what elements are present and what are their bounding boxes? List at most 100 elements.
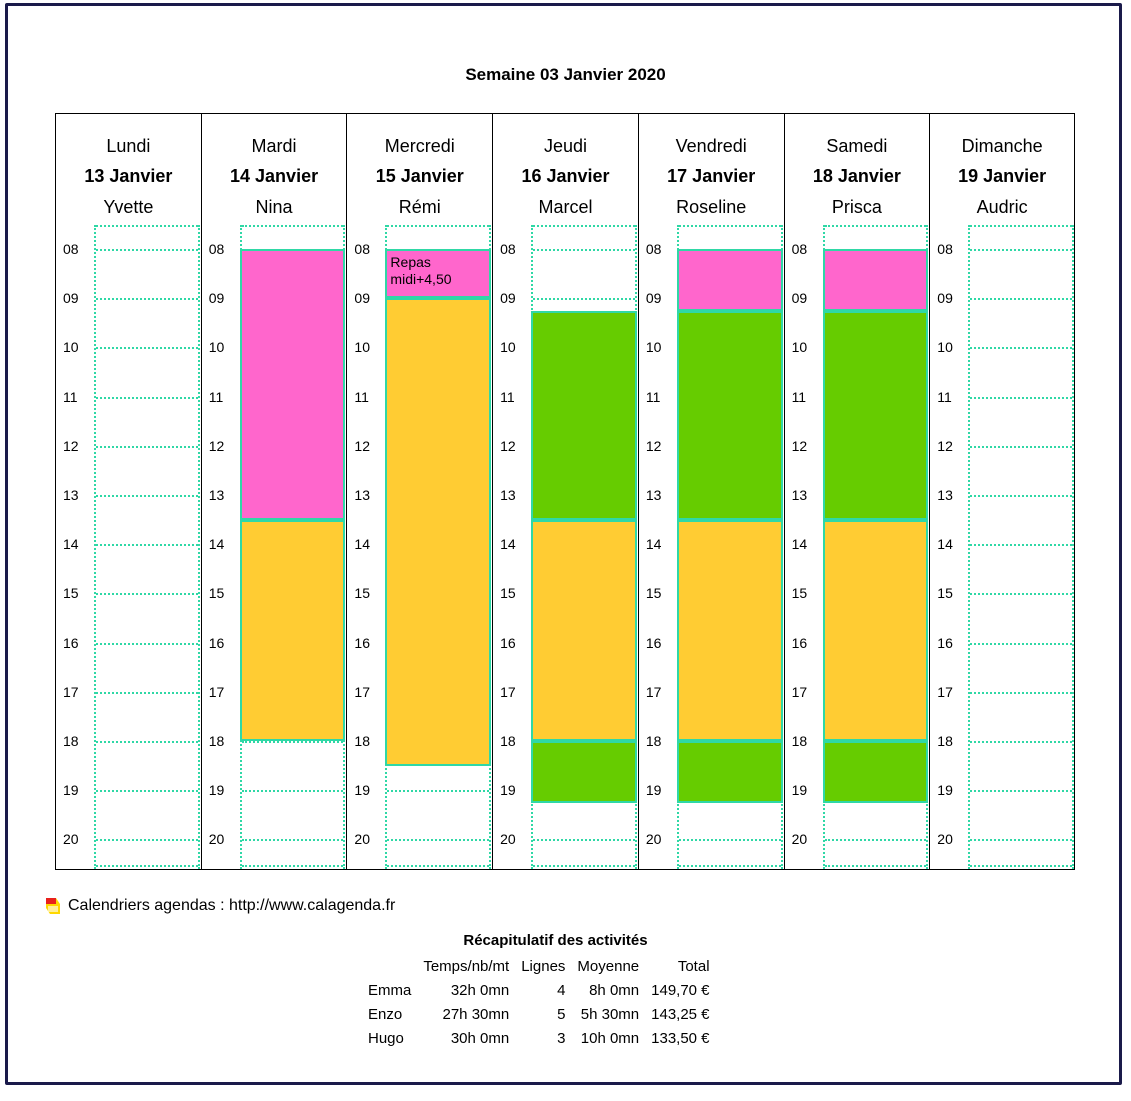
hour-label: 11 xyxy=(500,388,515,405)
hour-gridline xyxy=(970,593,1072,596)
hour-gridline xyxy=(970,347,1072,350)
activity-block[interactable] xyxy=(531,741,637,803)
time-slots[interactable] xyxy=(239,225,346,869)
hour-label: 16 xyxy=(791,634,808,651)
page-frame xyxy=(5,3,1122,1085)
hour-label: 19 xyxy=(645,782,662,799)
time-slots[interactable] xyxy=(968,225,1074,869)
hour-label: 12 xyxy=(791,437,808,454)
hour-gridline xyxy=(970,865,1072,867)
activity-block[interactable] xyxy=(676,741,783,803)
activity-note: Repas midi+4,50 xyxy=(390,254,452,287)
recap-row-moyenne: 8h 0mn xyxy=(589,981,640,999)
hour-gridline xyxy=(970,298,1072,301)
recap-row-name: Hugo xyxy=(368,1029,404,1047)
hour-label: 14 xyxy=(354,536,370,553)
hour-label: 11 xyxy=(791,388,807,405)
hour-gridline xyxy=(241,839,344,842)
hour-gridline xyxy=(970,691,1072,694)
hour-label: 15 xyxy=(208,585,225,602)
activity-block[interactable] xyxy=(531,519,637,741)
hour-label: 12 xyxy=(645,437,662,454)
hour-gridline xyxy=(970,839,1072,842)
day-name: Samedi xyxy=(826,136,888,156)
day-name: Lundi xyxy=(106,136,151,156)
hour-gridline xyxy=(970,445,1072,448)
hour-gridline xyxy=(96,691,198,694)
day-person: Audric xyxy=(976,197,1028,217)
hour-label: 08 xyxy=(937,241,953,257)
hour-gridline xyxy=(387,865,490,867)
hour-label: 19 xyxy=(500,782,516,799)
hour-gridline xyxy=(96,593,198,596)
day-name: Mercredi xyxy=(384,136,455,156)
hour-gridline xyxy=(824,225,927,227)
hour-gridline xyxy=(824,865,927,867)
day-column: Mardi 14 Janvier Nina 08 09 10 11 12 13 14 15 16 17 1… xyxy=(200,114,347,869)
hour-label: 14 xyxy=(208,536,225,553)
activity-block[interactable] xyxy=(385,298,492,766)
hour-gridline xyxy=(678,865,781,867)
time-slots[interactable] xyxy=(531,225,637,869)
activity-block[interactable] xyxy=(822,519,929,741)
recap-row-name: Enzo xyxy=(368,1005,403,1023)
hour-gridline xyxy=(96,741,198,743)
hour-label: 09 xyxy=(208,290,225,307)
hour-gridline xyxy=(96,865,198,867)
hour-label: 13 xyxy=(645,487,662,503)
day-date: 15 Janvier xyxy=(375,166,464,186)
day-date: 16 Janvier xyxy=(521,166,610,186)
day-column: Vendredi 17 Janvier Roseline 08 09 10 11 12 13 14… xyxy=(637,114,784,869)
hour-label: 09 xyxy=(937,290,953,307)
hour-label: 18 xyxy=(354,733,370,749)
activity-block[interactable] xyxy=(822,249,929,311)
time-slots[interactable] xyxy=(822,225,929,869)
hour-label: 15 xyxy=(63,585,79,602)
hour-label: 16 xyxy=(63,634,79,651)
hour-label: 13 xyxy=(354,487,370,503)
hour-gridline xyxy=(970,642,1072,645)
activity-block[interactable] xyxy=(239,519,346,741)
hour-label: 13 xyxy=(208,487,225,503)
hour-label: 18 xyxy=(63,733,79,749)
recap-row-lignes: 4 xyxy=(557,981,566,999)
time-slots[interactable]: Repas midi+4,50 xyxy=(385,225,492,869)
hour-gridline xyxy=(96,396,198,399)
activity-block[interactable] xyxy=(822,310,929,520)
recap-row-total: 143,25 € xyxy=(651,1005,710,1023)
activity-block[interactable] xyxy=(531,310,637,520)
recap-header-name xyxy=(362,954,417,978)
activity-block[interactable] xyxy=(676,310,783,520)
hour-gridline xyxy=(387,790,490,793)
hour-gridline xyxy=(241,225,344,227)
hour-label: 19 xyxy=(791,782,808,799)
activity-block[interactable] xyxy=(822,741,929,803)
activity-block[interactable] xyxy=(239,249,346,520)
recap-title: Récapitulatif des activités xyxy=(463,932,648,949)
hour-label: 15 xyxy=(500,585,516,602)
time-slots[interactable] xyxy=(676,225,783,869)
hour-label: 14 xyxy=(63,536,79,553)
footer-link[interactable]: Calendriers agendas : http://www.calagen… xyxy=(46,897,395,915)
hour-label: 20 xyxy=(500,831,516,848)
hour-label: 12 xyxy=(937,437,953,454)
hour-gridline xyxy=(96,249,198,251)
time-slots[interactable] xyxy=(94,225,200,869)
activity-block[interactable]: Repas midi+4,50 xyxy=(385,249,492,299)
hour-label: 18 xyxy=(791,733,808,749)
recap-header-lignes: Lignes xyxy=(521,957,566,975)
activity-block[interactable] xyxy=(676,249,783,311)
recap-row-name: Emma xyxy=(368,981,412,999)
day-date: 13 Janvier xyxy=(84,166,173,186)
hour-gridline xyxy=(241,865,344,867)
hour-label: 15 xyxy=(937,585,953,602)
hour-label: 10 xyxy=(354,339,370,356)
hour-gridline xyxy=(241,790,344,793)
recap-row: Enzo 27h 30mn 5 5h 30mn 143,25 € xyxy=(362,1002,716,1026)
hour-label: 18 xyxy=(645,733,662,749)
hour-label: 12 xyxy=(354,437,370,454)
hour-gridline xyxy=(678,839,781,842)
activity-block[interactable] xyxy=(676,519,783,741)
hour-label: 12 xyxy=(208,437,225,454)
day-name: Mardi xyxy=(251,136,297,156)
